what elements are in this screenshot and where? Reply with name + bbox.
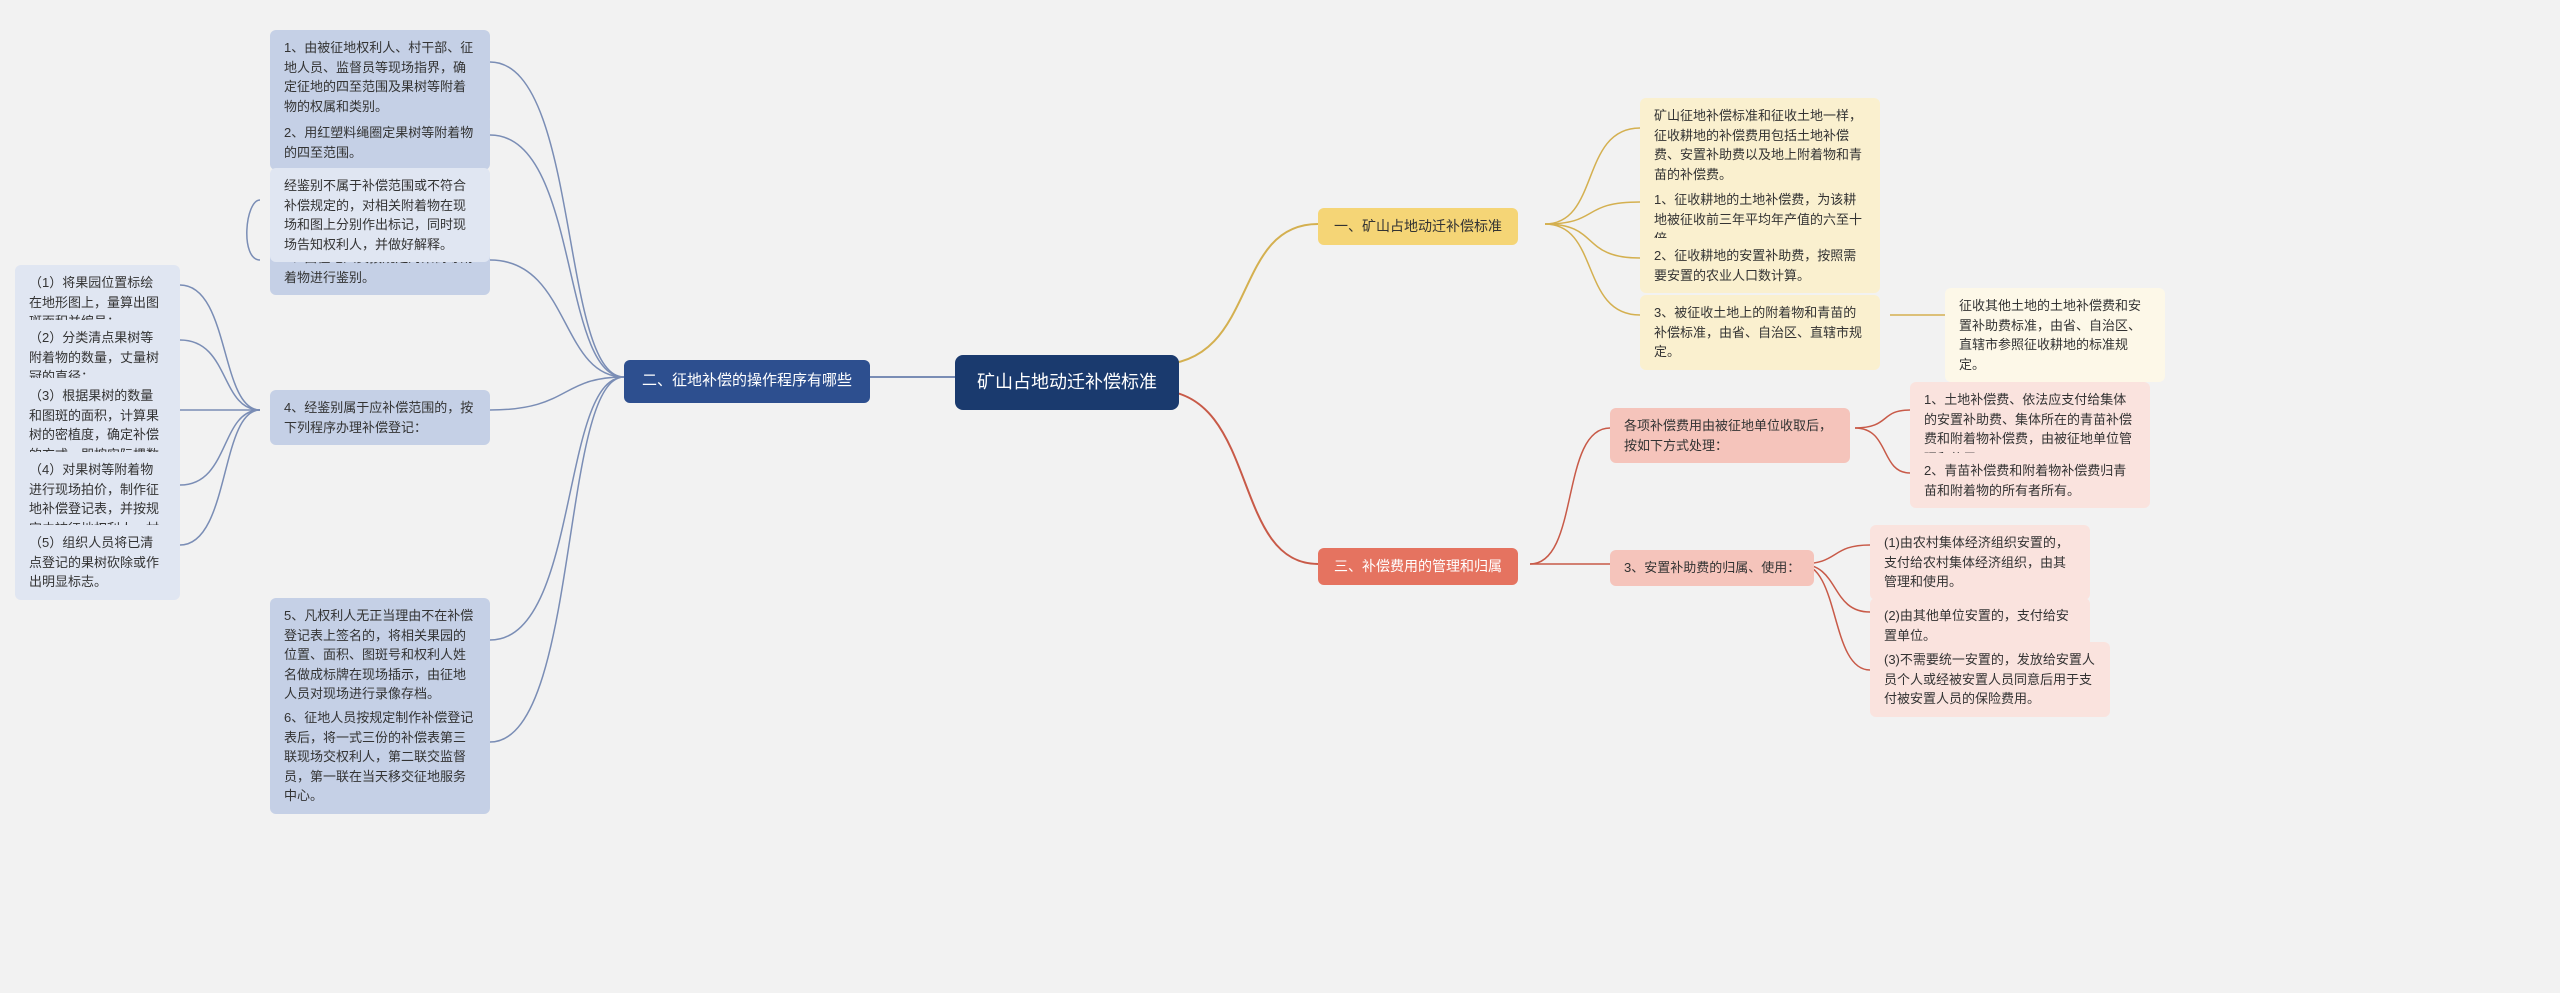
section3-item3-sub3: (3)不需要统一安置的，发放给安置人员个人或经被安置人员同意后用于支付被安置人员… xyxy=(1870,642,2110,717)
section1-title[interactable]: 一、矿山占地动迁补偿标准 xyxy=(1318,208,1518,245)
section2-item1: 1、由被征地权利人、村干部、征地人员、监督员等现场指界，确定征地的四至范围及果树… xyxy=(270,30,490,124)
section2-item6: 6、征地人员按规定制作补偿登记表后，将一式三份的补偿表第三联现场交权利人，第二联… xyxy=(270,700,490,814)
section3-intro: 各项补偿费用由被征地单位收取后，按如下方式处理： xyxy=(1610,408,1850,463)
section3-item3-sub1: (1)由农村集体经济组织安置的，支付给农村集体经济组织，由其管理和使用。 xyxy=(1870,525,2090,600)
section2-item4: 4、经鉴别属于应补偿范围的，按下列程序办理补偿登记： xyxy=(270,390,490,445)
section3-item3: 3、安置补助费的归属、使用： xyxy=(1610,550,1814,586)
section2-title[interactable]: 二、征地补偿的操作程序有哪些 xyxy=(624,360,870,403)
section1-item3: 3、被征收土地上的附着物和青苗的补偿标准，由省、自治区、直辖市规定。 xyxy=(1640,295,1880,370)
section3-title[interactable]: 三、补偿费用的管理和归属 xyxy=(1318,548,1518,585)
section3-item2: 2、青苗补偿费和附着物补偿费归青苗和附着物的所有者所有。 xyxy=(1910,453,2150,508)
section1-item3-sub: 征收其他土地的土地补偿费和安置补助费标准，由省、自治区、直辖市参照征收耕地的标准… xyxy=(1945,288,2165,382)
section2-item5: 5、凡权利人无正当理由不在补偿登记表上签名的，将相关果园的位置、面积、图斑号和权… xyxy=(270,598,490,712)
section2-item4-sub5: （5）组织人员将已清点登记的果树砍除或作出明显标志。 xyxy=(15,525,180,600)
section2-item3-sub1: 经鉴别不属于补偿范围或不符合补偿规定的，对相关附着物在现场和图上分别作出标记，同… xyxy=(270,168,490,262)
section2-item2: 2、用红塑料绳圈定果树等附着物的四至范围。 xyxy=(270,115,490,170)
section1-item2: 2、征收耕地的安置补助费，按照需要安置的农业人口数计算。 xyxy=(1640,238,1880,293)
root-node[interactable]: 矿山占地动迁补偿标准 xyxy=(955,355,1179,410)
section1-intro: 矿山征地补偿标准和征收土地一样，征收耕地的补偿费用包括土地补偿费、安置补助费以及… xyxy=(1640,98,1880,192)
